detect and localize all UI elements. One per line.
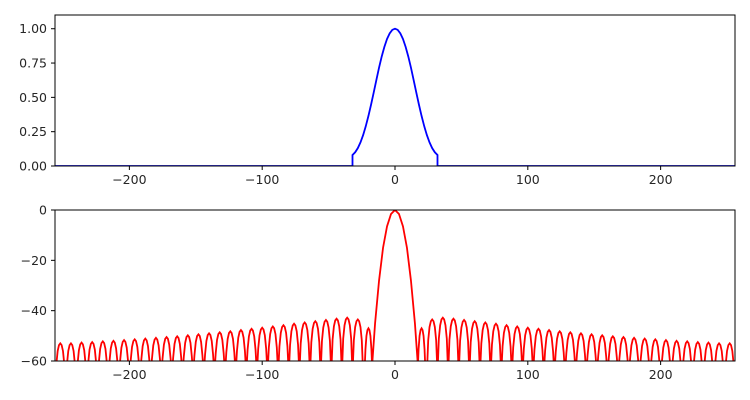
top-y-tick-label: 0.75 xyxy=(19,56,47,71)
bottom-y-tick-label: 0 xyxy=(39,203,47,218)
bottom-axes: −200 −100 0 100 200−60−40−200 xyxy=(21,203,736,382)
top-y-tick-label: 0.00 xyxy=(19,159,47,174)
top-x-tick-label: −100 xyxy=(245,172,279,187)
bottom-x-tick-label: 0 xyxy=(391,367,399,382)
top-x-tick-label: 200 xyxy=(649,172,673,187)
top-series-line xyxy=(55,27,735,166)
top-y-tick-label: 0.50 xyxy=(19,90,47,105)
bottom-y-tick-label: −20 xyxy=(21,253,47,268)
top-x-tick-label: 100 xyxy=(516,172,540,187)
bottom-x-tick-label: −200 xyxy=(112,367,146,382)
bottom-y-tick-label: −60 xyxy=(21,354,47,369)
bottom-x-tick-label: 200 xyxy=(649,367,673,382)
bottom-y-tick-label: −40 xyxy=(21,303,47,318)
bottom-x-tick-label: 100 xyxy=(516,367,540,382)
bottom-series-line xyxy=(55,210,735,361)
top-axes-frame xyxy=(54,14,736,167)
bottom-x-tick-label: −100 xyxy=(245,367,279,382)
top-x-tick-label: 0 xyxy=(391,172,399,187)
top-y-tick-label: 0.25 xyxy=(19,124,47,139)
top-axes: −200 −100 0 100 200 0.00 0.25 0.50 0.75 1.00 xyxy=(19,14,736,187)
top-x-tick-label: −200 xyxy=(112,172,146,187)
top-y-tick-label: 1.00 xyxy=(19,21,47,36)
